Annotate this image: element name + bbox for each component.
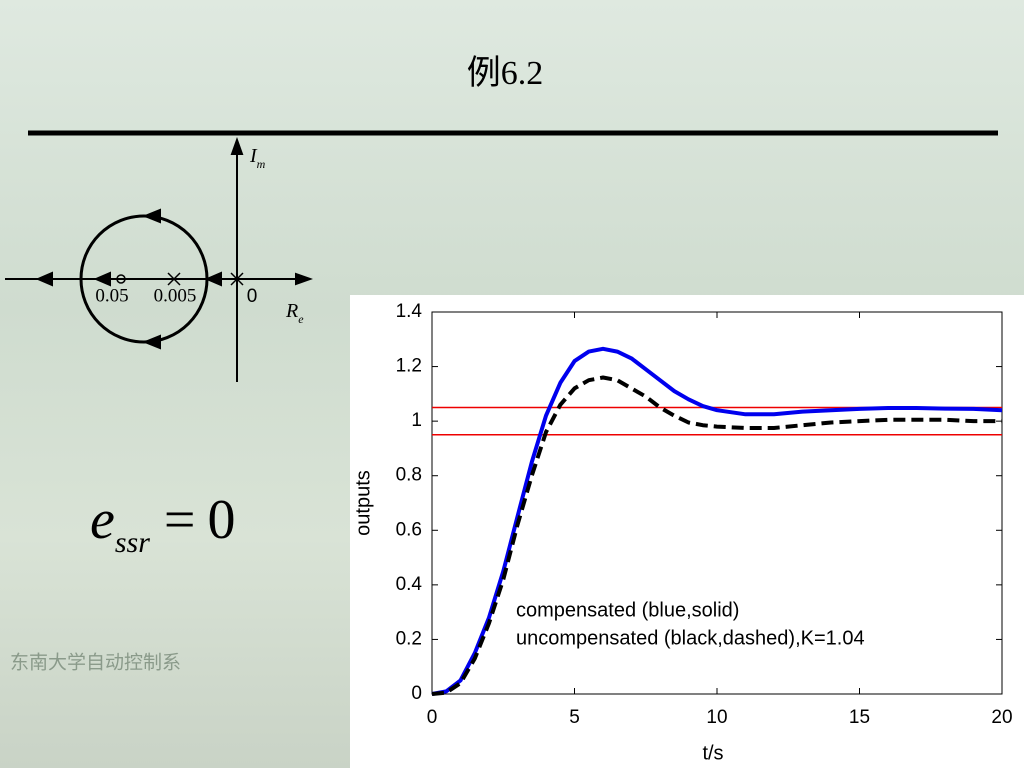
subscript: e: [298, 312, 304, 326]
point-label: 0: [247, 286, 258, 307]
point-label: 0.005: [154, 285, 197, 306]
point-label: 0.05: [95, 285, 128, 306]
root-locus-diagram: [5, 137, 313, 382]
slide-title: 例6.2: [467, 55, 544, 92]
pole: [230, 272, 244, 286]
arrow: [93, 271, 111, 287]
y-tick-label: 0.8: [396, 465, 422, 486]
x-axis-label: t/s: [702, 742, 723, 764]
x-tick-label: 0: [427, 707, 438, 728]
series-line: [431, 375, 1002, 696]
rhs: 0: [207, 489, 235, 551]
symbol: R: [285, 300, 298, 322]
footer: 东南大学自动控制系: [10, 651, 181, 673]
symbol: I: [249, 145, 258, 167]
annotation: uncompensated (black,dashed),K=1.04: [516, 627, 865, 649]
x-tick-label: 10: [706, 707, 727, 728]
arrow: [142, 208, 161, 224]
y-tick-label: 1: [411, 410, 422, 431]
pole: [167, 272, 181, 286]
series-line: [431, 346, 1003, 696]
y-axis-label: outputs: [352, 470, 374, 536]
x-tick-label: 15: [849, 707, 870, 728]
x-tick-label: 20: [991, 707, 1012, 728]
subscript: m: [257, 157, 266, 171]
symbol: e: [90, 489, 115, 551]
arrow: [204, 271, 222, 287]
x-tick-label: 5: [569, 707, 580, 728]
plot-area: [431, 311, 1003, 695]
imag-axis-label: Im: [249, 145, 266, 171]
y-tick-label: 0: [411, 683, 422, 704]
equation: essr = 0: [90, 489, 235, 559]
subscript: ssr: [115, 526, 150, 559]
y-tick-label: 1.2: [396, 356, 422, 377]
y-tick-label: 1.4: [396, 301, 423, 322]
zero: [116, 274, 126, 284]
y-tick-label: 0.2: [396, 628, 422, 649]
arrow: [230, 137, 244, 155]
annotation: compensated (blue,solid): [516, 599, 739, 621]
real-axis-label: Re: [285, 300, 304, 326]
arrow: [142, 334, 161, 350]
arrow: [295, 272, 313, 286]
operator: =: [164, 489, 196, 551]
y-tick-label: 0.4: [396, 574, 423, 595]
arrow: [35, 271, 53, 287]
y-tick-label: 0.6: [396, 519, 422, 540]
